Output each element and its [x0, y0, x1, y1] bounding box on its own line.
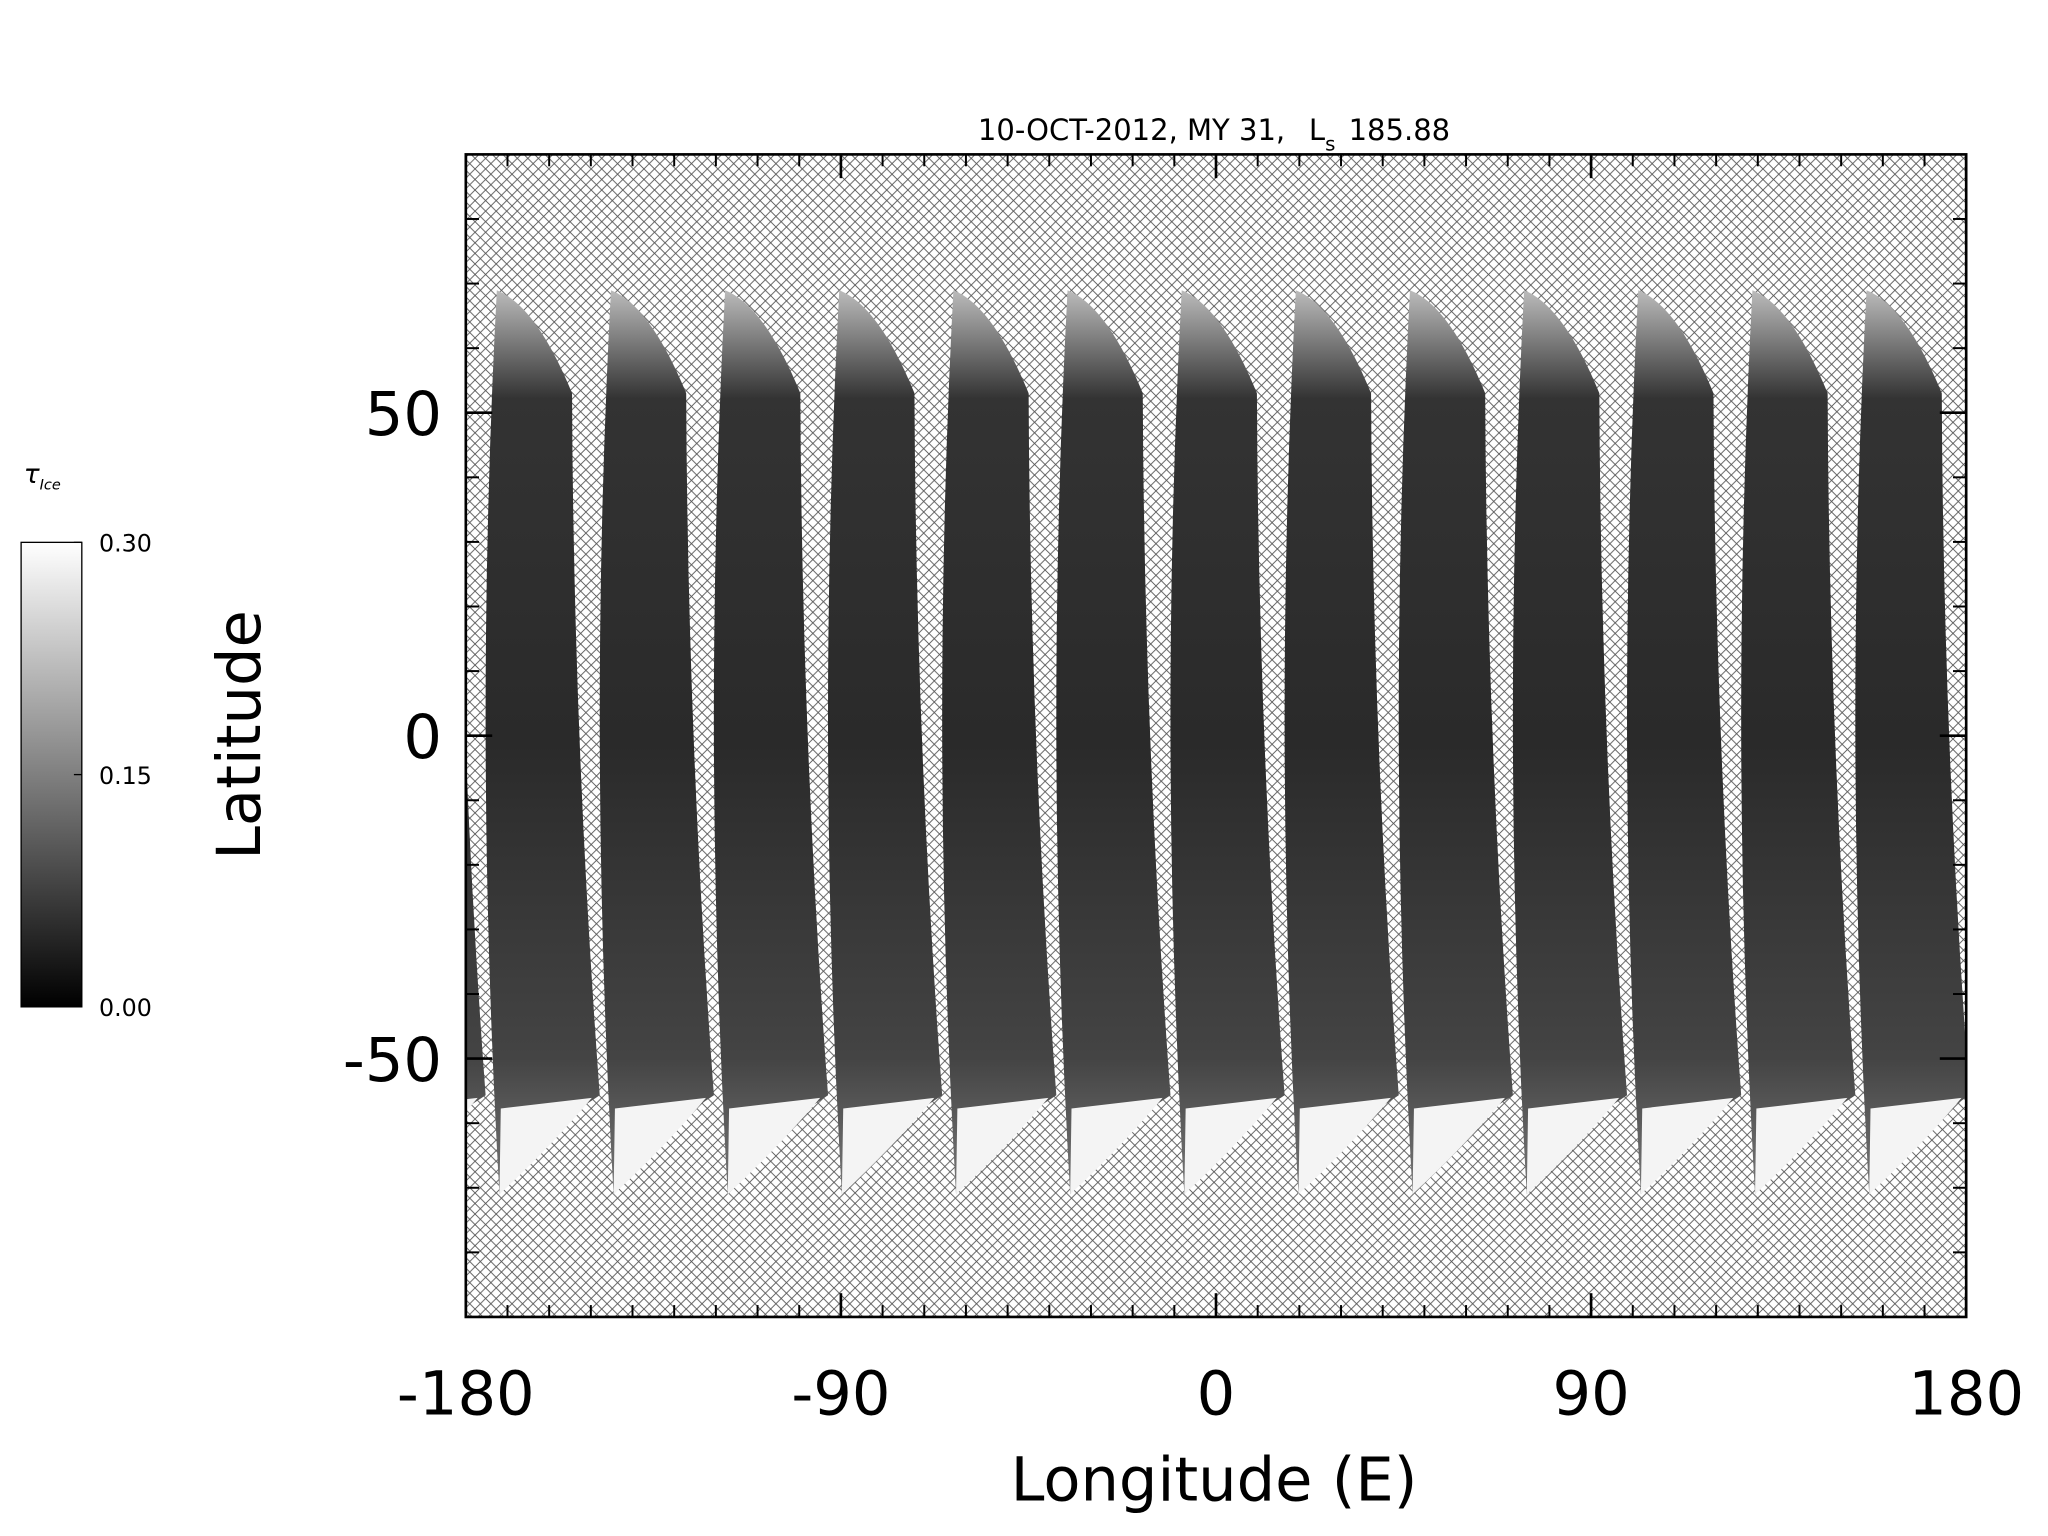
swath: [599, 290, 714, 1195]
colorbar-tick-label: 0.00: [99, 994, 152, 1022]
x-axis-label: Longitude (E): [1011, 1445, 1418, 1515]
swath: [1855, 290, 1967, 1195]
swath: [1741, 290, 1856, 1195]
x-tick-label: 180: [1908, 1360, 2024, 1430]
colorbar-tick-label: 0.15: [99, 762, 152, 790]
swath: [1170, 290, 1285, 1195]
swath-cap: [1184, 1097, 1277, 1195]
swath: [1056, 290, 1171, 1195]
y-tick-label: 50: [365, 380, 442, 450]
swath-cap: [1526, 1097, 1620, 1195]
title-value: 185.88: [1349, 113, 1451, 147]
swath-cap: [1070, 1097, 1163, 1195]
swath-cap: [1869, 1097, 1962, 1195]
chart-title: 10-OCT-2012, MY 31, Ls 185.88: [978, 113, 1450, 156]
title-text: 10-OCT-2012, MY 31,: [978, 113, 1285, 147]
swath: [1398, 290, 1513, 1195]
y-tick-label: -50: [343, 1026, 442, 1096]
swath-cap: [1755, 1097, 1848, 1195]
swath-cap: [499, 1097, 592, 1195]
swath-cap: [956, 1097, 1049, 1195]
title-symbol: L: [1309, 113, 1326, 147]
y-tick-label: 0: [403, 703, 442, 773]
y-axis-label: Latitude: [205, 610, 275, 860]
swath: [1284, 290, 1399, 1195]
colorbar-subscript: Ice: [40, 478, 61, 494]
swath-cap: [613, 1097, 706, 1195]
colorbar-tick-label: 0.30: [99, 530, 152, 558]
swath: [828, 290, 943, 1195]
colorbar: [20, 541, 83, 1008]
swath: [465, 749, 486, 1109]
x-tick-label: 0: [1197, 1360, 1236, 1430]
x-tick-label: -180: [397, 1360, 535, 1430]
x-tick-label: -90: [791, 1360, 890, 1430]
colorbar-label: τIce: [24, 460, 61, 494]
swath-cap: [841, 1097, 935, 1195]
swath: [1512, 290, 1628, 1195]
swath-cap: [465, 1097, 478, 1112]
swath: [713, 290, 829, 1195]
swaths: [465, 290, 1967, 1195]
swath: [942, 290, 1057, 1195]
swath: [1627, 290, 1742, 1195]
swath-cap: [727, 1097, 821, 1195]
swath-cap: [1640, 1097, 1734, 1195]
swath-cap: [1412, 1097, 1505, 1195]
swath: [485, 290, 600, 1195]
colorbar-symbol: τ: [24, 460, 40, 490]
title-subscript: s: [1325, 132, 1335, 155]
swath-cap: [1298, 1097, 1391, 1195]
x-tick-label: 90: [1552, 1360, 1629, 1430]
